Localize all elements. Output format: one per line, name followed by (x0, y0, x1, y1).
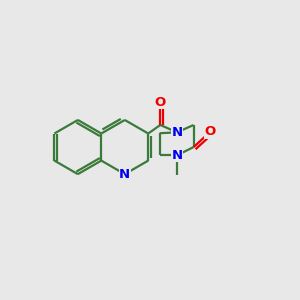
Text: O: O (205, 125, 216, 138)
Text: N: N (172, 126, 183, 139)
Text: N: N (172, 149, 183, 162)
Text: O: O (155, 96, 166, 109)
Text: N: N (119, 168, 130, 181)
